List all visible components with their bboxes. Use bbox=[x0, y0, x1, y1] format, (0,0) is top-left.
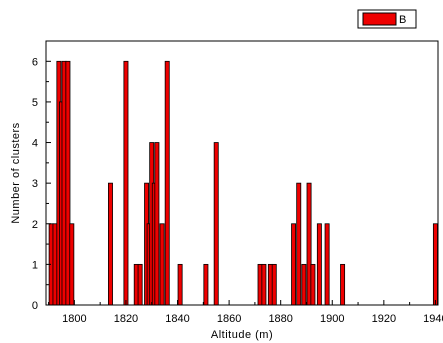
x-axis-title: Altitude (m) bbox=[211, 329, 273, 341]
y-tick-label-4: 4 bbox=[32, 138, 38, 150]
bar-6 bbox=[69, 223, 75, 306]
y-tick-label-5: 5 bbox=[32, 97, 38, 109]
bars-layer bbox=[48, 60, 438, 306]
plot-area-frame bbox=[45, 40, 439, 306]
bar-24 bbox=[271, 263, 277, 306]
bar-26 bbox=[296, 182, 302, 306]
x-tick-label-1880: 1880 bbox=[268, 313, 292, 325]
y-tick-label-0: 0 bbox=[32, 300, 38, 312]
bar-15 bbox=[154, 142, 160, 306]
x-tick-label-1900: 1900 bbox=[320, 313, 344, 325]
y-tick-label-2: 2 bbox=[32, 219, 38, 231]
legend-swatch bbox=[362, 12, 397, 26]
x-tick-label-1840: 1840 bbox=[165, 313, 189, 325]
bar-27 bbox=[301, 263, 307, 306]
bar-20 bbox=[213, 142, 219, 306]
x-tick-label-1860: 1860 bbox=[217, 313, 241, 325]
bar-30 bbox=[316, 223, 322, 306]
bar-29 bbox=[310, 263, 316, 306]
legend-label-series-b: B bbox=[399, 14, 406, 26]
bar-7 bbox=[108, 182, 113, 306]
x-tick-label-1820: 1820 bbox=[114, 313, 138, 325]
y-tick-label-6: 6 bbox=[32, 56, 38, 68]
y-tick-label-3: 3 bbox=[32, 178, 38, 190]
bar-8 bbox=[123, 60, 129, 306]
bar-25 bbox=[291, 223, 297, 306]
y-axis-title: Number of clusters bbox=[10, 122, 22, 223]
bar-18 bbox=[177, 263, 183, 306]
y-tick-label-1: 1 bbox=[32, 259, 38, 271]
bar-16 bbox=[159, 223, 165, 306]
x-tick-label-1800: 1800 bbox=[62, 313, 86, 325]
x-tick-label-1920: 1920 bbox=[372, 313, 396, 325]
bar-31 bbox=[324, 223, 330, 306]
bar-33 bbox=[432, 223, 438, 306]
bar-32 bbox=[340, 263, 346, 306]
bar-22 bbox=[261, 263, 267, 306]
bar-10 bbox=[137, 263, 143, 306]
legend: B bbox=[357, 9, 417, 29]
bar-19 bbox=[203, 263, 209, 306]
bar-17 bbox=[164, 60, 170, 306]
